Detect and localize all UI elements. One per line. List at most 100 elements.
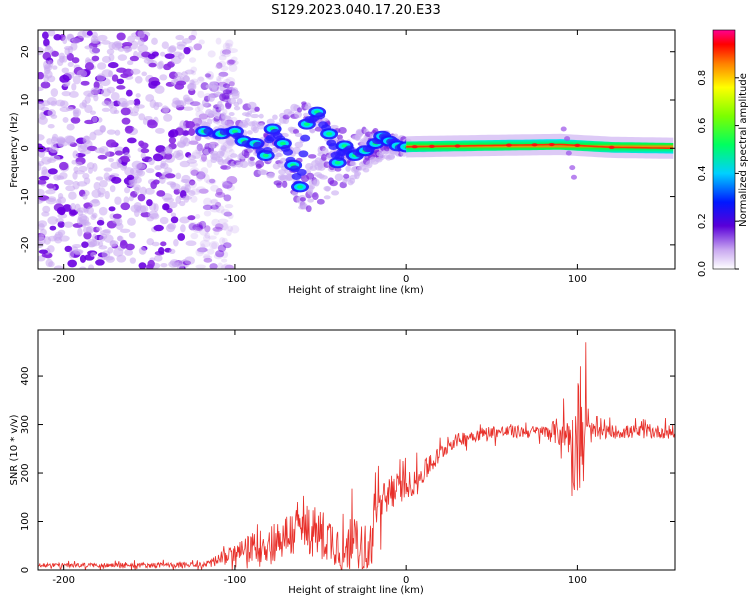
spectrogram-noise-blob bbox=[182, 137, 191, 147]
spectrogram-noise-blob bbox=[99, 179, 108, 188]
spectrogram-fan-blob bbox=[349, 161, 357, 167]
spectrogram-noise-blob bbox=[170, 183, 181, 191]
spectrogram-noise-blob bbox=[116, 254, 127, 263]
spectrogram-noise-blob bbox=[209, 240, 220, 250]
spectrogram-noise-blob bbox=[71, 57, 80, 64]
spectrogram-noise-blob bbox=[163, 146, 173, 155]
spectrogram-noise-blob bbox=[182, 195, 192, 200]
spectrogram-x-tick-label: 0 bbox=[403, 274, 409, 285]
spectrogram-noise-blob bbox=[154, 254, 163, 262]
spectrogram-noise-blob bbox=[82, 172, 90, 180]
spectrogram-fan-blob bbox=[320, 154, 327, 161]
spectrogram-noise-blob bbox=[151, 37, 158, 45]
spectrogram-fan-blob bbox=[331, 190, 340, 196]
spectrogram-noise-blob bbox=[70, 202, 76, 211]
spectrogram-noise-blob bbox=[145, 168, 155, 174]
spectrogram-noise-blob bbox=[167, 222, 177, 230]
spectrogram-disturbance-blob bbox=[569, 165, 576, 171]
spectrogram-noise-blob bbox=[108, 42, 116, 50]
spectrogram-noise-blob bbox=[55, 99, 66, 107]
spectrogram-noise-blob bbox=[217, 262, 223, 269]
spectrogram-noise-blob bbox=[38, 134, 45, 141]
spectrogram-noise-blob bbox=[190, 188, 201, 196]
spectrogram-noise-blob bbox=[70, 116, 81, 124]
spectrogram-band-peak-spot bbox=[531, 143, 538, 147]
spectrogram-noise-blob bbox=[179, 120, 187, 129]
spectrogram-signal-link bbox=[300, 134, 311, 142]
spectrogram-noise-blob bbox=[154, 165, 163, 171]
spectrogram-noise-blob bbox=[215, 205, 225, 214]
spectrogram-noise-blob bbox=[227, 225, 234, 232]
spectrogram-noise-blob bbox=[182, 106, 194, 111]
spectrogram-noise-blob bbox=[100, 88, 111, 97]
spectrogram-noise-blob bbox=[105, 139, 117, 148]
snr-panel: -200 -100 0 100 0 100 200 300 400 Height of str… bbox=[9, 329, 676, 596]
spectrogram-noise-blob bbox=[189, 167, 200, 176]
spectrogram-noise-blob bbox=[144, 187, 155, 195]
spectrogram-noise-blob bbox=[130, 40, 139, 50]
spectrogram-noise-blob bbox=[91, 31, 98, 40]
spectrogram-noise-blob bbox=[190, 169, 199, 176]
spectrogram-noise-blob bbox=[124, 125, 134, 134]
snr-x-label: Height of straight line (km) bbox=[288, 585, 424, 596]
spectrogram-noise-blob bbox=[62, 116, 69, 123]
spectrogram-fan-blob bbox=[207, 118, 213, 125]
spectrogram-noise-blob bbox=[209, 263, 218, 269]
spectrogram-noise-blob bbox=[195, 186, 207, 194]
spectrogram-noise-blob bbox=[89, 199, 101, 207]
spectrogram-noise-blob bbox=[203, 197, 213, 206]
spectrogram-noise-blob bbox=[38, 236, 46, 245]
spectrogram-fan-blob bbox=[225, 102, 232, 110]
spectrogram-fan-blob bbox=[251, 120, 258, 127]
spectrogram-noise-blob bbox=[102, 229, 111, 234]
spectrogram-noise-blob bbox=[228, 148, 235, 155]
spectrogram-y-ticks: -20 -10 0 10 20 bbox=[20, 45, 675, 253]
snr-axes-frame bbox=[37, 329, 676, 571]
spectrogram-noise-blob bbox=[90, 38, 100, 44]
spectrogram-noise-blob bbox=[164, 173, 176, 179]
spectrogram-noise-blob bbox=[114, 150, 124, 156]
spectrogram-noise-blob bbox=[214, 191, 226, 198]
spectrogram-noise-blob bbox=[53, 265, 64, 269]
spectrogram-noise-blob bbox=[159, 74, 168, 81]
spectrogram-noise-blob bbox=[173, 150, 181, 159]
snr-series-line bbox=[38, 342, 675, 570]
spectrogram-noise-blob bbox=[77, 210, 84, 217]
spectrogram-fan-blob bbox=[218, 103, 225, 111]
spectrogram-fan-blob bbox=[292, 128, 300, 135]
spectrogram-x-tick-label: -100 bbox=[224, 274, 247, 285]
snr-y-tick-label: 400 bbox=[20, 367, 31, 386]
spectrogram-band-peak-spot bbox=[505, 143, 512, 147]
spectrogram-noise-blob bbox=[153, 224, 164, 232]
spectrogram-noise-blob bbox=[222, 180, 233, 189]
spectrogram-fan-blob bbox=[313, 178, 320, 187]
spectrogram-noise-blob bbox=[221, 180, 233, 185]
spectrogram-noise-blob bbox=[51, 50, 59, 57]
spectrogram-noise-blob bbox=[204, 73, 211, 78]
spectrogram-noise-blob bbox=[219, 237, 226, 245]
spectrogram-noise-blob bbox=[121, 100, 128, 109]
spectrogram-noise-blob bbox=[222, 50, 231, 58]
spectrogram-fan-blob bbox=[334, 173, 344, 181]
spectrogram-noise-blob bbox=[215, 250, 225, 258]
spectrogram-noise-blob bbox=[230, 116, 238, 124]
spectrogram-noise-blob bbox=[175, 34, 185, 41]
spectrogram-noise-blob bbox=[226, 176, 238, 185]
spectrogram-noise-blob bbox=[61, 90, 71, 97]
spectrogram-band-body bbox=[406, 139, 674, 154]
spectrogram-noise-blob bbox=[38, 71, 45, 80]
spectrogram-noise-blob bbox=[141, 71, 148, 77]
spectrogram-noise-blob bbox=[190, 232, 199, 240]
spectrogram-fan-blob bbox=[254, 106, 260, 112]
snr-y-label: SNR (10 * v/v) bbox=[9, 414, 20, 485]
spectrogram-fan-blob bbox=[207, 93, 215, 102]
spectrogram-fan-blob bbox=[291, 190, 298, 197]
spectrogram-noise-blob bbox=[163, 113, 173, 122]
spectrogram-noise-blob bbox=[215, 64, 222, 69]
spectrogram-noise-blob bbox=[228, 63, 238, 73]
spectrogram-noise-blob bbox=[186, 159, 197, 164]
spectrogram-noise-blob bbox=[40, 228, 47, 237]
spectrogram-signal-link bbox=[262, 147, 273, 155]
spectrogram-noise-blob bbox=[84, 62, 95, 71]
